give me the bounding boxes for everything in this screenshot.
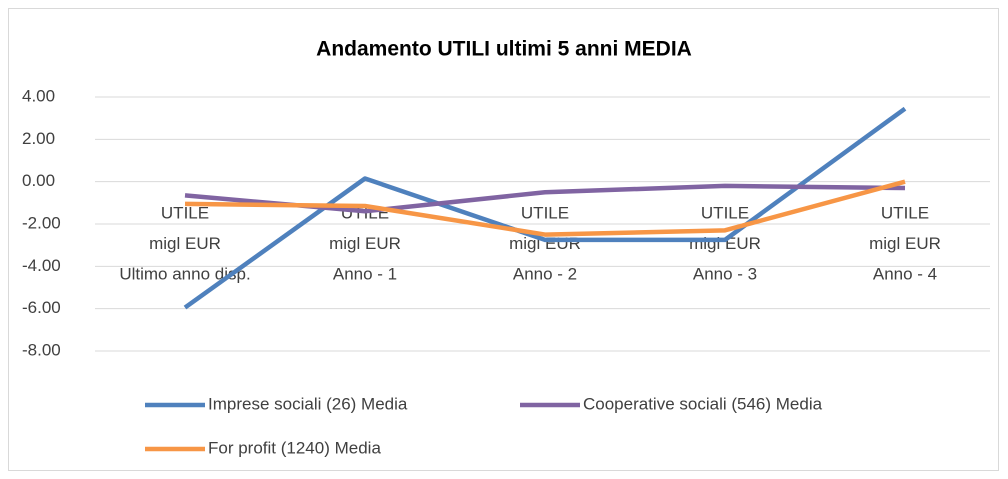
x-tick-label: migl EUR xyxy=(329,234,401,253)
y-tick-label: -6.00 xyxy=(22,298,61,317)
series-line xyxy=(183,106,907,310)
x-tick-label: migl EUR xyxy=(509,234,581,253)
y-tick-label: -4.00 xyxy=(22,256,61,275)
x-tick-label: migl EUR xyxy=(689,234,761,253)
y-tick-label: 0.00 xyxy=(22,171,55,190)
legend-label: For profit (1240) Media xyxy=(208,438,381,457)
chart-title: Andamento UTILI ultimi 5 anni MEDIA xyxy=(316,38,692,61)
x-tick-label: Anno - 3 xyxy=(693,264,757,283)
series-line xyxy=(184,179,906,237)
x-tick-label: Anno - 1 xyxy=(333,264,397,283)
chart-border xyxy=(8,8,999,471)
x-tick-label: UTILE xyxy=(881,203,929,222)
x-tick-label: migl EUR xyxy=(869,234,941,253)
y-tick-label: -2.00 xyxy=(22,213,61,232)
y-tick-label: 2.00 xyxy=(22,129,55,148)
y-tick-label: 4.00 xyxy=(22,86,55,105)
y-tick-label: -8.00 xyxy=(22,340,61,359)
x-tick-label: Anno - 4 xyxy=(873,264,937,283)
x-tick-label: UTILE xyxy=(161,203,209,222)
x-tick-label: migl EUR xyxy=(149,234,221,253)
x-tick-label: UTILE xyxy=(521,203,569,222)
legend-label: Cooperative sociali (546) Media xyxy=(583,394,823,413)
legend-label: Imprese sociali (26) Media xyxy=(208,394,408,413)
x-tick-label: UTILE xyxy=(701,203,749,222)
x-tick-label: Anno - 2 xyxy=(513,264,577,283)
x-tick-label: Ultimo anno disp. xyxy=(119,264,250,283)
